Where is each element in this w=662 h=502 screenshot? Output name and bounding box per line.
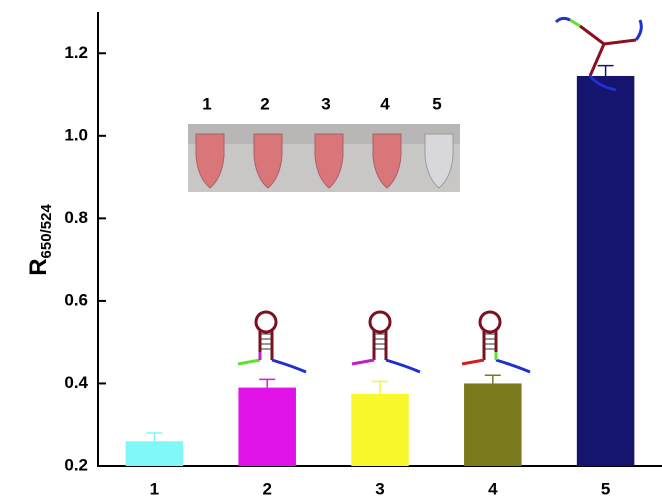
- bar: [577, 76, 635, 466]
- bar: [126, 441, 184, 466]
- inset-label: 5: [432, 94, 441, 113]
- y-axis-title: R650/524: [25, 204, 55, 276]
- bar: [464, 383, 522, 466]
- y-tick-label: 1.2: [64, 43, 88, 62]
- chart: R650/524 0.2 0.4 0.6 0.8 1.0 1.2 1 1 2 2 3 3 4 4 5 5: [0, 0, 662, 502]
- inset-label: 3: [321, 94, 330, 113]
- y-axis-title-sub: 650/524: [38, 204, 55, 259]
- inset-label: 2: [260, 94, 269, 113]
- y-tick-label: 0.6: [64, 290, 88, 309]
- x-tick-label: 4: [488, 479, 498, 498]
- inset-photo: [188, 124, 460, 192]
- x-tick-label: 5: [601, 479, 610, 498]
- x-tick-label: 2: [262, 479, 271, 498]
- y-axis-title-main: R: [25, 258, 52, 275]
- inset-label: 4: [380, 94, 390, 113]
- y-tick-label: 0.4: [64, 373, 88, 392]
- bar: [351, 394, 409, 466]
- y-tick-label: 1.0: [64, 125, 88, 144]
- y-tick-label: 0.8: [64, 208, 88, 227]
- bar: [238, 388, 296, 466]
- y-tick-label: 0.2: [64, 455, 88, 474]
- x-tick-label: 3: [375, 479, 384, 498]
- inset-label: 1: [202, 94, 211, 113]
- x-tick-label: 1: [150, 479, 159, 498]
